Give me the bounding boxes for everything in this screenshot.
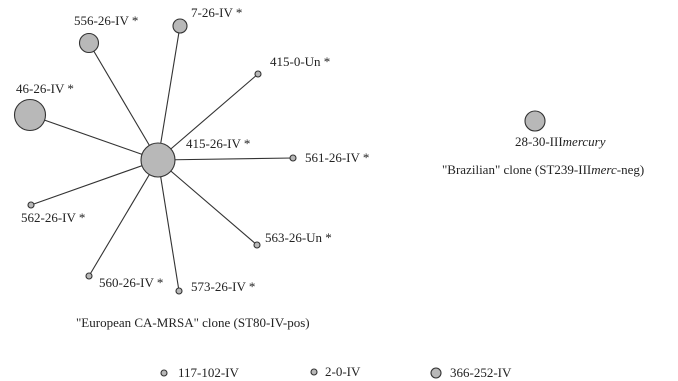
caption-brazilian-italic: merc: [591, 162, 617, 177]
label-561: 561-26-IV *: [305, 150, 369, 165]
caption-brazilian-suffix: -neg): [617, 162, 644, 177]
edge-562: [30, 159, 159, 206]
label-415-0: 415-0-Un *: [270, 54, 330, 69]
node-labels: 415-26-IV * 556-26-IV * 7-26-IV * 415-0-…: [16, 5, 606, 294]
node-hub-415-26: [140, 142, 176, 178]
node-573: [175, 287, 183, 295]
edge-573: [157, 159, 180, 292]
caption-brazilian: "Brazilian" clone (ST239-IIImerc-neg): [442, 162, 644, 177]
legend-label-117: 117-102-IV: [178, 365, 240, 380]
legend-node-2: [310, 368, 318, 376]
label-hub: 415-26-IV *: [186, 136, 250, 151]
edge-46: [29, 114, 159, 161]
edges: [29, 25, 294, 292]
legend-label-366: 366-252-IV: [450, 365, 512, 380]
label-562: 562-26-IV *: [21, 210, 85, 225]
label-28-30-prefix: 28-30-III: [515, 134, 563, 149]
label-28-30-italic: mercury: [563, 134, 606, 149]
node-562: [27, 201, 35, 209]
node-561: [289, 154, 297, 162]
label-560: 560-26-IV *: [99, 275, 163, 290]
edge-7: [157, 25, 181, 161]
node-563: [253, 241, 261, 249]
node-556: [78, 32, 100, 54]
node-7: [172, 18, 188, 34]
edge-563: [157, 159, 258, 246]
node-415-0: [254, 70, 262, 78]
label-573: 573-26-IV *: [191, 279, 255, 294]
node-560: [85, 272, 93, 280]
nodes: [13, 18, 546, 295]
legend-label-2: 2-0-IV: [325, 364, 361, 379]
node-28-30: [524, 110, 546, 132]
edge-560: [88, 159, 159, 277]
label-28-30: 28-30-IIImercury: [515, 134, 606, 149]
caption-european: "European CA-MRSA" clone (ST80-IV-pos): [76, 315, 310, 330]
captions: "European CA-MRSA" clone (ST80-IV-pos) "…: [76, 162, 644, 330]
edge-556: [88, 42, 159, 161]
legend-node-117: [160, 369, 168, 377]
label-563: 563-26-Un *: [265, 230, 332, 245]
edge-415-0: [157, 73, 259, 161]
label-556: 556-26-IV *: [74, 13, 138, 28]
label-7: 7-26-IV *: [191, 5, 242, 20]
caption-brazilian-prefix: "Brazilian" clone (ST239-III: [442, 162, 591, 177]
legend-node-366: [430, 367, 442, 379]
legend: 117-102-IV 2-0-IV 366-252-IV: [160, 364, 512, 380]
edge-561: [157, 157, 294, 161]
label-46: 46-26-IV *: [16, 81, 74, 96]
node-46: [13, 98, 47, 132]
